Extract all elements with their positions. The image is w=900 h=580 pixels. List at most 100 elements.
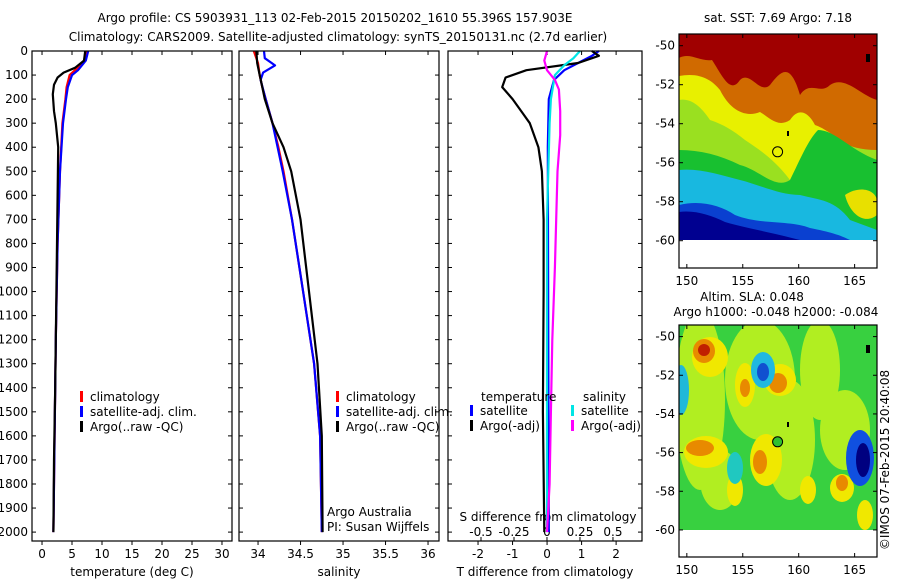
series-line-t-satellite [546, 50, 600, 533]
x-tick-label: 150 [675, 563, 698, 577]
series-line-satellite-adj-clim- [52, 50, 90, 533]
legend-label: satellite-adj. clim. [90, 405, 197, 419]
x-tick-label: 36 [420, 547, 435, 561]
x2-tick-label: -0.25 [498, 525, 529, 539]
salinity-panel: 34 34.5 35 35.5 36 salinity climatologysatelli… [238, 50, 453, 579]
y-tick-label: -50 [655, 330, 675, 344]
series-line-s-argo-adj- [543, 50, 562, 533]
y-tick-label: 300 [5, 116, 28, 130]
x-axis-label: T difference from climatology [456, 565, 634, 579]
legend-label: satellite [480, 404, 528, 418]
sla-map-subtitle: Argo h1000: -0.048 h2000: -0.084 [674, 305, 879, 319]
temperature-frame [31, 50, 233, 542]
title-line-2: Climatology: CARS2009. Satellite-adjuste… [69, 30, 607, 44]
annotation-text: Argo Australia [327, 505, 412, 519]
sla-map-title: Altim. SLA: 0.048 [700, 290, 804, 304]
x-tick-label: 20 [154, 547, 169, 561]
y-tick-label: -54 [655, 117, 675, 131]
legend-swatch [470, 420, 473, 431]
annotation-text: PI: Susan Wijffels [327, 520, 429, 534]
legend-swatch [80, 406, 83, 417]
y-tick-label: -50 [655, 39, 675, 53]
x-tick-label: 0 [543, 547, 551, 561]
y-tick-label: 1800 [0, 477, 28, 491]
x-axis-label: temperature (deg C) [70, 565, 193, 579]
y-tick-label: 2000 [0, 525, 28, 539]
sst-map-frame [678, 33, 878, 269]
difference-frame [447, 50, 643, 542]
series-line-climatology [252, 50, 323, 533]
temperature-panel: 0100200300400500600700800900100011001200… [0, 44, 233, 579]
credit-text: ©IMOS 07-Feb-2015 20:40:08 [878, 370, 892, 550]
title-line-1: Argo profile: CS 5903931_113 02-Feb-2015… [97, 11, 572, 25]
series-line-climatology [52, 50, 88, 533]
legend-swatch [80, 391, 83, 402]
y-tick-label: -52 [655, 368, 675, 382]
x-tick-label: 2 [612, 547, 620, 561]
x-tick-label: 10 [94, 547, 109, 561]
sst-map: sat. SST: 7.69 Argo: 7.18 150 155 160 165 -5… [655, 11, 878, 288]
legend-swatch [571, 405, 574, 416]
x-tick-label: 1 [578, 547, 586, 561]
y-tick-label: -54 [655, 407, 675, 421]
x2-tick-label: 0.25 [567, 525, 594, 539]
x-tick-label: 5 [68, 547, 76, 561]
y-tick-label: 900 [5, 260, 28, 274]
legend-label: Argo(-adj) [480, 419, 540, 433]
x-tick-label: -1 [507, 547, 519, 561]
y-tick-label: 1700 [0, 453, 28, 467]
legend-label: climatology [346, 390, 416, 404]
legend-label: satellite-adj. clim. [346, 405, 453, 419]
salinity-frame [238, 50, 440, 542]
legend-label: satellite [581, 404, 629, 418]
legend-swatch [80, 421, 83, 432]
y-tick-label: -58 [655, 484, 675, 498]
y-tick-label: 100 [5, 68, 28, 82]
y-tick-label: 400 [5, 140, 28, 154]
y-tick-label: 600 [5, 188, 28, 202]
legend-swatch [336, 406, 339, 417]
y-tick-label: 1300 [0, 357, 28, 371]
x-tick-label: 25 [184, 547, 199, 561]
legend-label: Argo(-adj) [581, 419, 641, 433]
legend-label: Argo(..raw -QC) [90, 420, 183, 434]
series-line-s-satellite [545, 50, 581, 533]
y-tick-label: -52 [655, 78, 675, 92]
y-tick-label: 200 [5, 92, 28, 106]
argo-position-marker [772, 436, 784, 448]
x2-tick-label: 0.5 [603, 525, 622, 539]
legend-swatch [470, 405, 473, 416]
sla-map-image [679, 325, 877, 530]
legend-swatch [336, 391, 339, 402]
x-tick-label: 0 [38, 547, 46, 561]
y-tick-label: 1200 [0, 333, 28, 347]
y-tick-label: -56 [655, 446, 675, 460]
x-tick-label: 35 [335, 547, 350, 561]
y-tick-label: -60 [655, 234, 675, 248]
x-axis-label: salinity [317, 565, 360, 579]
legend-label: climatology [90, 390, 160, 404]
x-tick-label: 150 [675, 274, 698, 288]
sst-map-image [679, 34, 877, 240]
y-tick-label: 1000 [0, 285, 28, 299]
x-tick-label: 155 [731, 274, 754, 288]
sst-map-title: sat. SST: 7.69 Argo: 7.18 [704, 11, 852, 25]
y-tick-label: -60 [655, 523, 675, 537]
series-line-argo-raw-qc- [51, 50, 87, 533]
y-tick-label: 1600 [0, 429, 28, 443]
y-tick-label: 800 [5, 236, 28, 250]
sla-map-frame [678, 324, 878, 558]
x-tick-label: 165 [843, 563, 866, 577]
x-tick-label: 155 [731, 563, 754, 577]
x-tick-label: 160 [787, 274, 810, 288]
legend-swatch [336, 421, 339, 432]
y-tick-label: 0 [20, 44, 28, 58]
y-tick-label: 700 [5, 212, 28, 226]
legend-swatch [571, 420, 574, 431]
sla-map: Altim. SLA: 0.048 Argo h1000: -0.048 h20… [655, 290, 878, 577]
x-tick-label: 35.5 [372, 547, 399, 561]
argo-position-marker [772, 146, 784, 158]
y-tick-label: -58 [655, 195, 675, 209]
x-tick-label: -2 [472, 547, 484, 561]
